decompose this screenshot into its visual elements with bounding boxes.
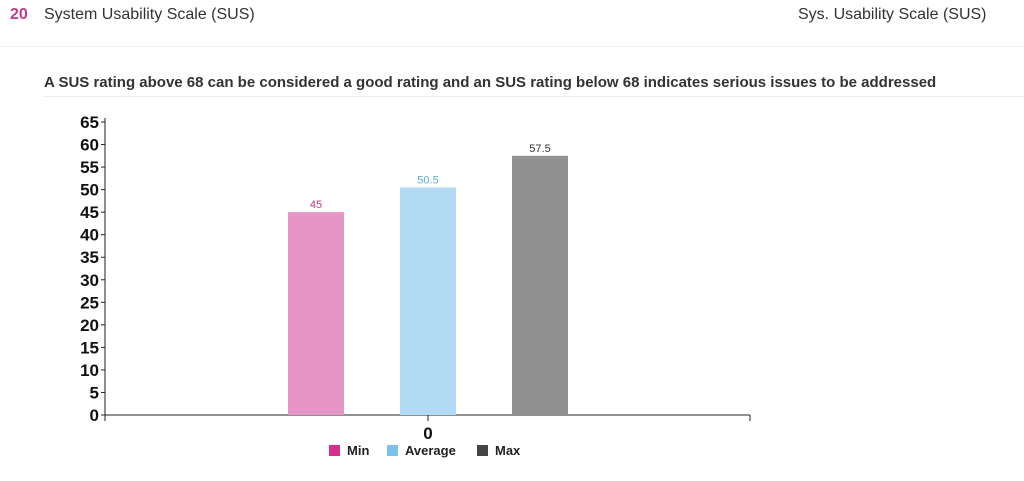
- y-tick-label: 25: [80, 293, 99, 312]
- legend-swatch-max: [477, 445, 488, 456]
- legend-label-max: Max: [495, 443, 521, 458]
- y-tick-label: 10: [80, 361, 99, 380]
- y-tick-label: 60: [80, 136, 99, 155]
- y-tick-label: 35: [80, 248, 99, 267]
- bar-value-label-max: 57.5: [529, 143, 550, 155]
- bar-max: [512, 155, 568, 416]
- x-tick-label: 0: [423, 424, 432, 443]
- question-number: 20: [10, 6, 28, 23]
- y-tick-label: 15: [80, 338, 99, 357]
- y-tick-label: 50: [80, 181, 99, 200]
- y-tick-label: 45: [80, 203, 99, 222]
- y-tick-label: 65: [80, 113, 99, 132]
- legend-swatch-min: [329, 445, 340, 456]
- legend-swatch-average: [387, 445, 398, 456]
- question-title: System Usability Scale (SUS): [44, 6, 255, 23]
- y-tick-label: 55: [80, 158, 99, 177]
- chart-description: A SUS rating above 68 can be considered …: [44, 74, 1024, 97]
- y-tick-label: 40: [80, 226, 99, 245]
- bar-min: [288, 212, 344, 415]
- bar-chart: 0 5 10 15 20 25 30 35 40 45 50 55 60 65 45 50.5 57.5 0 Min…: [80, 113, 751, 458]
- legend-label-average: Average: [405, 443, 456, 458]
- y-tick-label: 0: [90, 406, 99, 425]
- bar-value-label-min: 45: [310, 199, 322, 211]
- bar-average: [400, 187, 456, 415]
- y-tick-label: 5: [90, 383, 99, 402]
- y-tick-label: 20: [80, 316, 99, 335]
- y-tick-label: 30: [80, 271, 99, 290]
- legend-label-min: Min: [347, 443, 369, 458]
- question-short-title: Sys. Usability Scale (SUS): [798, 6, 987, 23]
- question-header: 20 System Usability Scale (SUS) Sys. Usa…: [0, 0, 1024, 47]
- bar-value-label-average: 50.5: [417, 174, 438, 186]
